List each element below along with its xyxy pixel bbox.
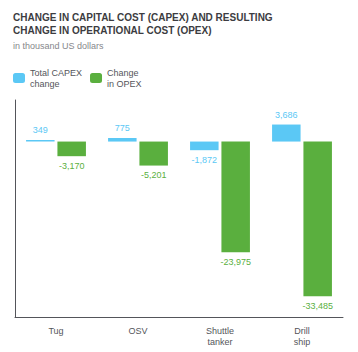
svg-text:-1,872: -1,872	[192, 155, 218, 165]
svg-text:775: 775	[115, 123, 130, 133]
svg-text:Drill: Drill	[294, 326, 310, 336]
svg-text:3,686: 3,686	[275, 110, 298, 120]
svg-text:Tug: Tug	[48, 326, 63, 336]
svg-text:CHANGE IN OPERATIONAL COST (OP: CHANGE IN OPERATIONAL COST (OPEX)	[13, 25, 212, 36]
svg-text:-3,170: -3,170	[59, 161, 85, 171]
svg-text:349: 349	[33, 125, 48, 135]
svg-text:-23,975: -23,975	[220, 257, 251, 267]
svg-text:in OPEX: in OPEX	[107, 79, 142, 89]
svg-text:Total CAPEX: Total CAPEX	[30, 68, 82, 78]
svg-text:ship: ship	[294, 337, 311, 347]
svg-text:Change: Change	[107, 68, 139, 78]
svg-text:OSV: OSV	[128, 326, 147, 336]
svg-text:change: change	[30, 79, 60, 89]
svg-text:tanker: tanker	[207, 337, 232, 347]
svg-text:in thousand US dollars: in thousand US dollars	[13, 41, 104, 51]
svg-text:CHANGE IN CAPITAL COST (CAPEX): CHANGE IN CAPITAL COST (CAPEX) AND RESUL…	[13, 12, 273, 23]
svg-text:Shuttle: Shuttle	[206, 326, 234, 336]
svg-text:-5,201: -5,201	[141, 170, 167, 180]
svg-text:-33,485: -33,485	[302, 301, 333, 311]
